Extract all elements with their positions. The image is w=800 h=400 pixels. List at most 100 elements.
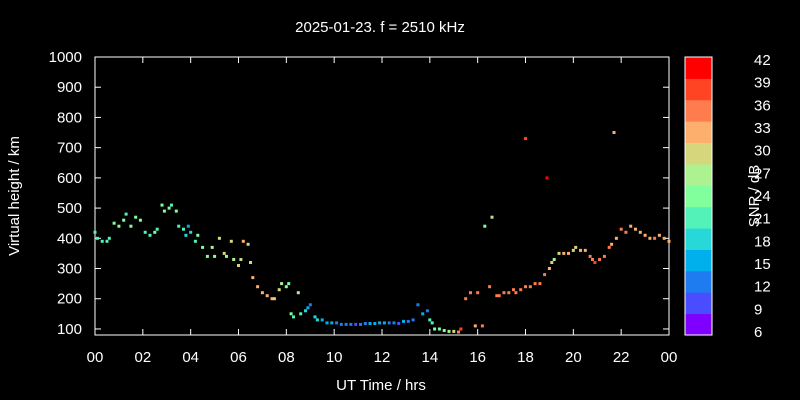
data-point [315, 318, 319, 322]
data-point [277, 288, 281, 292]
y-tick-label: 500 [57, 200, 82, 217]
data-point [95, 236, 99, 240]
data-point [406, 319, 410, 323]
data-point [184, 233, 188, 237]
data-point [107, 236, 111, 240]
data-point [538, 282, 542, 286]
data-point [502, 291, 506, 295]
data-point [287, 282, 291, 286]
colorbar-tick-label: 12 [754, 279, 771, 296]
y-tick-label: 900 [57, 79, 82, 96]
data-point [519, 288, 523, 292]
colorbar-frame [684, 56, 713, 336]
data-point [260, 291, 264, 295]
data-point [488, 285, 492, 289]
data-point [162, 209, 166, 213]
data-point [411, 318, 415, 322]
data-point [170, 203, 173, 207]
data-point [507, 291, 511, 295]
data-point [368, 322, 372, 325]
data-point [359, 322, 362, 326]
x-tick-label: 00 [87, 349, 104, 366]
data-point [387, 321, 391, 325]
data-point [249, 261, 252, 264]
data-point [105, 239, 109, 243]
data-point [612, 131, 616, 134]
data-point [270, 297, 274, 301]
x-tick-label: 10 [326, 349, 343, 366]
data-point [457, 330, 460, 334]
data-point [619, 227, 623, 231]
data-point [598, 258, 602, 261]
colorbar-segment [685, 313, 712, 336]
data-point [363, 322, 367, 325]
data-point [497, 294, 501, 298]
data-point [193, 239, 197, 243]
data-point [134, 215, 138, 219]
y-axis-label: Virtual height / km [6, 136, 23, 256]
data-point [416, 303, 420, 307]
data-point [182, 227, 185, 231]
data-point [349, 322, 353, 326]
x-tick-label: 08 [278, 349, 295, 366]
y-tick-label: 100 [57, 321, 82, 338]
data-point [160, 203, 164, 207]
data-point [222, 251, 226, 255]
colorbar-segment [685, 228, 712, 250]
data-point [313, 315, 317, 319]
data-point [299, 312, 303, 316]
data-point [425, 309, 429, 313]
colorbar-tick-label: 33 [754, 120, 771, 137]
colorbar-segment [685, 185, 712, 208]
data-point [607, 245, 611, 249]
data-point [265, 294, 269, 298]
colorbar-tick-label: 42 [754, 52, 771, 69]
y-tick-label: 700 [57, 140, 82, 157]
colorbar-tick-label: 18 [754, 233, 771, 250]
colorbar-tick-label: 15 [754, 256, 771, 273]
data-point [129, 224, 133, 228]
data-point [483, 224, 487, 228]
data-point [567, 251, 570, 255]
data-point [246, 242, 250, 246]
data-point [392, 321, 396, 325]
colorbar-tick-label: 39 [754, 75, 771, 92]
data-point [186, 224, 190, 228]
data-point [547, 267, 551, 270]
data-point [524, 137, 527, 141]
data-point [112, 221, 116, 225]
data-point [490, 215, 494, 219]
data-points [93, 131, 671, 334]
data-point [653, 236, 657, 240]
data-point [614, 236, 618, 240]
data-point [648, 236, 652, 240]
data-point [533, 282, 537, 286]
data-point [552, 258, 556, 261]
data-point [430, 321, 434, 325]
x-tick-label: 20 [565, 349, 582, 366]
data-point [459, 327, 463, 331]
y-tick-label: 400 [57, 230, 82, 247]
data-point [339, 322, 343, 326]
data-point [662, 236, 666, 240]
x-tick-label: 02 [134, 349, 151, 366]
x-tick-label: 14 [421, 349, 438, 366]
data-point [354, 322, 358, 326]
data-point [442, 329, 446, 332]
data-point [330, 321, 334, 325]
data-point [571, 248, 575, 252]
data-point [447, 329, 451, 333]
data-point [437, 327, 441, 331]
colorbar-segment [685, 99, 712, 122]
x-axis: 00 02 04 06 08 10 12 14 16 18 20 22 00 [87, 57, 678, 366]
data-point [272, 297, 276, 301]
data-point [473, 324, 477, 328]
data-point [217, 236, 221, 240]
data-point [189, 230, 193, 234]
data-point [667, 239, 671, 243]
x-tick-label: 04 [182, 349, 199, 366]
colorbar-tick-label: 30 [754, 143, 771, 160]
data-point [591, 258, 594, 261]
x-tick-label: 00 [661, 349, 678, 366]
